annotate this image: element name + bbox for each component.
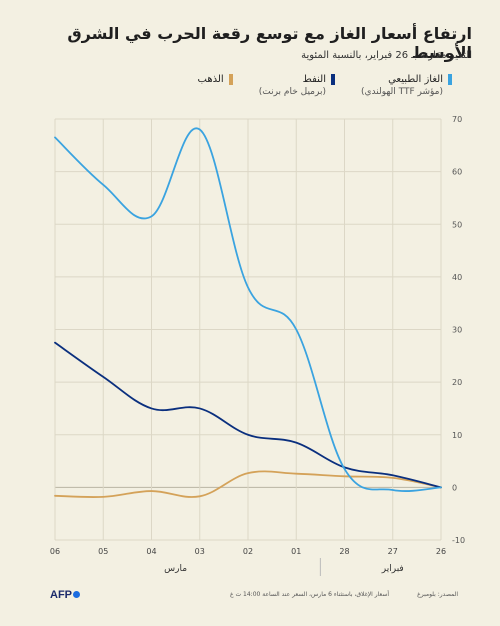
x-tick-label: 03 <box>195 547 205 556</box>
footer-source: المصدر: بلومبرغ <box>417 591 458 598</box>
x-tick-label: 28 <box>339 547 349 556</box>
footer-note: أسعار الإغلاق، باستثناء 6 مارس، السعر عن… <box>230 591 390 598</box>
legend-label-oil: النفط <box>302 74 326 85</box>
legend-swatch-gas <box>448 74 452 85</box>
chart-title: ارتفاع أسعار الغاز مع توسع رقعة الحرب في… <box>67 24 472 62</box>
series-line-gas <box>54 127 442 492</box>
legend-note-oil: (برميل خام برنت) <box>258 87 326 97</box>
legend-item-oil: النفط (برميل خام برنت) <box>259 74 335 97</box>
legend-swatch-oil <box>330 74 335 85</box>
month-label: مارس <box>164 564 187 574</box>
x-tick-label: 02 <box>243 547 253 556</box>
afp-logo: AFP <box>50 589 80 601</box>
legend-note-gas: (مؤشر TTF الهولندي) <box>360 87 443 97</box>
series-line-gold <box>54 470 442 498</box>
afp-logo-text: AFP <box>50 589 72 601</box>
y-tick-label: 30 <box>452 326 462 335</box>
y-tick-label: 20 <box>452 378 462 387</box>
legend-swatch-gold <box>228 74 233 85</box>
x-tick-label: 06 <box>50 547 60 556</box>
afp-logo-dot <box>73 591 80 598</box>
legend-label-gold: الذهب <box>197 74 224 85</box>
x-tick-label: 05 <box>98 547 108 556</box>
y-tick-label: 0 <box>452 483 457 492</box>
legend: الغاز الطبيعي (مؤشر TTF الهولندي) النفط … <box>198 74 452 97</box>
x-tick-label: 01 <box>291 547 301 556</box>
month-label: فبراير <box>381 564 404 574</box>
y-tick-label: 10 <box>452 431 462 440</box>
y-tick-label: 50 <box>452 220 462 229</box>
x-tick-label: 26 <box>436 547 446 556</box>
legend-item-gas: الغاز الطبيعي (مؤشر TTF الهولندي) <box>361 74 452 97</box>
y-tick-label: -10 <box>452 536 465 545</box>
x-tick-label: 27 <box>388 547 398 556</box>
y-tick-label: 60 <box>452 168 462 177</box>
y-tick-label: 70 <box>452 115 462 124</box>
legend-item-gold: الذهب <box>198 74 233 97</box>
series-line-oil <box>54 341 442 489</box>
chart-subtitle: التغير مقارنة بـ 26 فبراير، بالنسبة المئ… <box>301 50 472 61</box>
x-tick-label: 04 <box>146 547 156 556</box>
y-tick-label: 40 <box>452 273 462 282</box>
legend-label-gas: الغاز الطبيعي <box>388 74 443 85</box>
